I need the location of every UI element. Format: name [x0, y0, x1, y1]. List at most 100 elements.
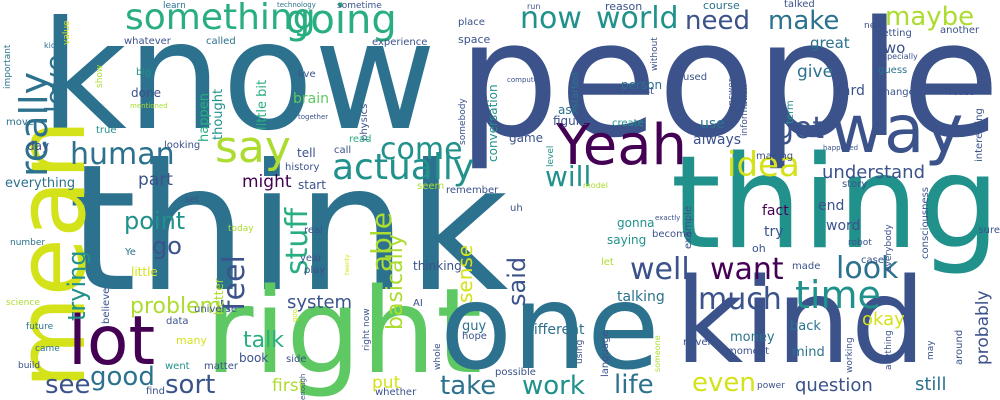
cloud-word-happened: happened	[823, 144, 859, 152]
cloud-word-language: language	[600, 330, 611, 377]
cloud-word-show: show	[95, 64, 105, 88]
cloud-word-happen: happen	[197, 93, 212, 142]
cloud-word-time: time	[795, 273, 881, 317]
cloud-word-technology: technology	[277, 1, 316, 9]
cloud-word-actually: actually	[332, 147, 475, 188]
cloud-word-ask: ask	[558, 103, 579, 117]
cloud-word-reason: reason	[605, 0, 643, 13]
cloud-word-call: call	[334, 145, 352, 156]
cloud-word-done: done	[131, 86, 161, 100]
cloud-word-whatever: whatever	[124, 36, 171, 47]
cloud-word-hard: hard	[833, 83, 865, 99]
cloud-word-start: start	[298, 178, 326, 192]
cloud-word-started: started	[570, 72, 581, 108]
cloud-word-say: say	[215, 122, 291, 173]
cloud-word-probably: probably	[973, 290, 993, 365]
cloud-word-believe: believe	[101, 287, 112, 324]
cloud-word-tell: tell	[297, 146, 316, 160]
cloud-word-still: still	[915, 374, 947, 395]
cloud-word-create: create	[612, 118, 644, 129]
cloud-word-information: information	[740, 84, 750, 136]
cloud-word-science: science	[6, 298, 40, 308]
cloud-word-model: model	[583, 181, 608, 190]
cloud-word-ai: AI	[413, 298, 423, 309]
cloud-word-getting: getting	[876, 28, 912, 39]
cloud-word-hope: hope	[462, 331, 487, 342]
cloud-word-never: never	[683, 337, 712, 348]
cloud-word-way: way	[830, 91, 964, 168]
cloud-word-best: best	[89, 219, 99, 239]
cloud-word-case: case	[861, 255, 884, 266]
cloud-word-try: try	[764, 224, 784, 240]
cloud-word-place: place	[458, 17, 485, 28]
cloud-word-take: take	[440, 371, 497, 400]
cloud-word-maybe: maybe	[885, 2, 975, 32]
cloud-word-anything: anything	[884, 330, 894, 370]
cloud-word-said: said	[503, 256, 531, 306]
cloud-word-almost: almost	[620, 86, 654, 97]
cloud-word-first: first	[272, 376, 306, 396]
cloud-word-run: run	[527, 2, 541, 11]
cloud-word-robot: robot	[848, 238, 872, 248]
cloud-word-understand: understand	[822, 162, 926, 183]
cloud-word-power: power	[757, 381, 785, 391]
cloud-word-many: many	[176, 334, 207, 347]
cloud-word-whether: whether	[375, 387, 417, 398]
cloud-word-answer: answer	[727, 78, 737, 111]
cloud-word-think: think	[68, 128, 509, 331]
cloud-word-go: go	[152, 232, 182, 260]
cloud-word-something: something	[125, 0, 316, 38]
cloud-word-went: went	[165, 361, 190, 372]
cloud-word-twenty: twenty	[344, 254, 351, 275]
cloud-word-made: made	[792, 261, 821, 272]
cloud-word-learn: learn	[163, 1, 186, 11]
cloud-word-example: example	[683, 205, 694, 249]
cloud-word-mind: mind	[792, 345, 825, 360]
cloud-word-see: see	[45, 370, 91, 400]
cloud-word-build: build	[18, 361, 41, 371]
cloud-word-might: might	[242, 172, 292, 192]
cloud-word-even: even	[692, 368, 756, 398]
cloud-word-need: need	[685, 6, 750, 36]
cloud-word-idea: idea	[727, 145, 800, 185]
cloud-word-especially: especially	[878, 52, 918, 61]
cloud-word-side: side	[286, 354, 307, 365]
cloud-word-universe: universe	[194, 304, 237, 315]
cloud-word-course: course	[703, 0, 740, 12]
cloud-word-point: point	[124, 207, 186, 235]
cloud-word-consciousness: consciousness	[920, 186, 931, 259]
cloud-word-want: want	[710, 252, 784, 287]
cloud-word-moment: moment	[727, 346, 770, 357]
cloud-word-working: working	[845, 337, 855, 373]
cloud-word-may: may	[926, 340, 936, 360]
cloud-word-uh: uh	[510, 203, 523, 214]
cloud-word-looking: looking	[164, 140, 201, 151]
cloud-word-lot: lot	[68, 302, 156, 381]
cloud-word-got: got	[775, 111, 825, 146]
cloud-word-experience: experience	[372, 37, 428, 48]
cloud-word-using: using	[575, 339, 585, 364]
cloud-word-remember: remember	[446, 185, 499, 196]
cloud-word-well: well	[630, 252, 690, 287]
cloud-word-figure: figure	[553, 114, 588, 128]
cloud-word-everybody: everybody	[884, 224, 894, 272]
cloud-word-new: new	[864, 21, 883, 31]
cloud-word-real: real	[304, 225, 323, 236]
cloud-word-let: let	[601, 257, 614, 268]
cloud-word-book: book	[239, 351, 269, 365]
cloud-word-sometime: sometime	[337, 1, 382, 11]
cloud-word-everything: everything	[5, 176, 76, 191]
cloud-word-seem: seem	[417, 181, 445, 192]
cloud-word-system: system	[287, 292, 353, 313]
cloud-word-value: value	[62, 20, 72, 45]
cloud-word-sure: sure	[978, 225, 1000, 236]
cloud-word-making: making	[756, 151, 794, 162]
cloud-word-least: least	[949, 87, 974, 98]
cloud-word-little-bit: little bit	[255, 79, 270, 130]
cloud-word-different: different	[525, 322, 585, 338]
cloud-word-now: now	[520, 1, 582, 36]
cloud-word-change: change	[878, 87, 915, 98]
cloud-word-make: make	[768, 6, 840, 36]
cloud-word-good: good	[90, 362, 155, 392]
cloud-word-back: back	[790, 319, 821, 334]
